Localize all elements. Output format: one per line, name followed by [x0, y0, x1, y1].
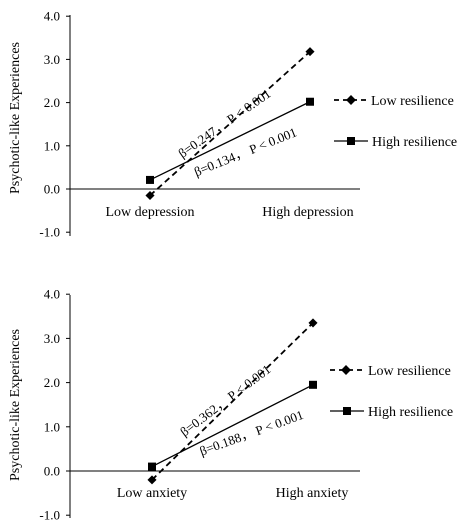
y-tick-label: 4.0: [44, 287, 60, 302]
legend: Low resilience High resilience: [330, 364, 453, 420]
x-category-label: Low depression: [105, 205, 194, 220]
y-axis-label: Psychotic-like Experiences: [8, 42, 23, 194]
y-tick-label: 3.0: [44, 331, 60, 346]
series-group: [145, 47, 315, 201]
y-tick-label: 1.0: [44, 138, 60, 153]
chart-anxiety: Psychotic-like Experiences -1.0 0.0 1.0 2.0…: [8, 287, 453, 523]
y-tick-label: 2.0: [44, 95, 60, 110]
chart-depression: Psychotic-like Experiences -1.0 0.0 1.0 2.0…: [8, 9, 457, 240]
x-category-label: High anxiety: [276, 486, 349, 501]
series-group: [147, 318, 318, 485]
legend-label-low: Low resilience: [371, 94, 454, 109]
y-tick-label: 2.0: [44, 375, 60, 390]
legend-label-high: High resilience: [372, 135, 457, 150]
y-axis-label: Psychotic-like Experiences: [8, 329, 23, 481]
y-tick-label: 1.0: [44, 419, 60, 434]
y-tick-label: -1.0: [39, 508, 60, 523]
y-tick-label: 0.0: [44, 464, 60, 479]
legend-square-marker: [347, 137, 355, 145]
series-line-high-resilience: [151, 384, 314, 468]
series-line-low-resilience: [149, 50, 311, 197]
series-line-high-resilience: [149, 101, 311, 181]
x-category-label: Low anxiety: [117, 486, 187, 501]
data-point-high-resilience: [309, 380, 317, 389]
data-point-low-resilience: [145, 190, 155, 201]
legend-label-high: High resilience: [368, 405, 453, 420]
legend-square-marker: [343, 407, 351, 415]
legend-diamond-marker: [341, 365, 351, 375]
y-tick-label: 0.0: [44, 182, 60, 197]
y-ticks: -1.0 0.0 1.0 2.0 3.0 4.0: [39, 287, 70, 523]
data-point-high-resilience: [306, 97, 314, 106]
y-tick-label: -1.0: [39, 225, 60, 240]
series-line-low-resilience: [151, 322, 314, 481]
x-category-label: High depression: [262, 205, 353, 220]
legend-label-low: Low resilience: [368, 364, 451, 379]
y-tick-label: 3.0: [44, 52, 60, 67]
data-point-high-resilience: [146, 175, 154, 184]
legend-diamond-marker: [346, 95, 356, 105]
data-point-low-resilience: [147, 475, 157, 485]
y-ticks: -1.0 0.0 1.0 2.0 3.0 4.0: [39, 9, 70, 240]
legend: Low resilience High resilience: [334, 94, 457, 150]
data-point-high-resilience: [148, 462, 156, 471]
y-tick-label: 4.0: [44, 9, 60, 24]
